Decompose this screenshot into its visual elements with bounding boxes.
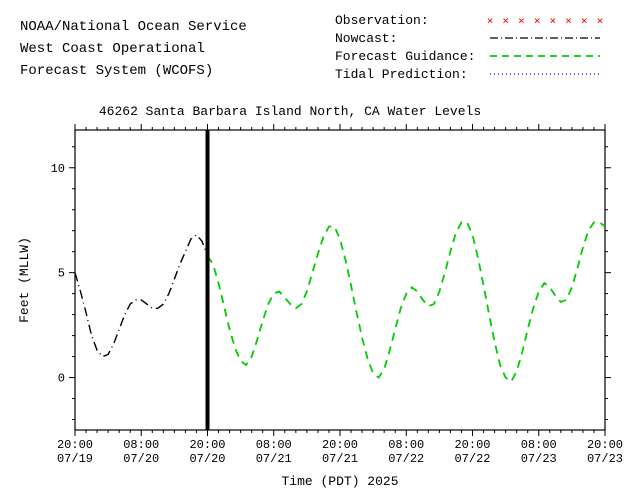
x-tick-label: 07/21: [322, 452, 358, 466]
y-tick-label: 10: [51, 162, 65, 176]
legend-sample: ×: [597, 14, 604, 27]
x-tick-label: 20:00: [322, 438, 358, 452]
x-tick-label: 07/20: [123, 452, 159, 466]
x-tick-label: 08:00: [123, 438, 159, 452]
y-tick-label: 5: [58, 267, 65, 281]
header-line2: West Coast Operational: [20, 41, 205, 57]
legend-label: Nowcast:: [335, 31, 397, 46]
plot-border: [75, 130, 605, 430]
y-tick-label: 0: [58, 372, 65, 386]
x-tick-label: 08:00: [388, 438, 424, 452]
legend-label: Tidal Prediction:: [335, 67, 468, 82]
water-level-chart: NOAA/National Ocean Service West Coast Op…: [0, 0, 630, 500]
legend-sample: ×: [502, 14, 509, 27]
forecast-line: [208, 222, 606, 381]
x-tick-label: 08:00: [521, 438, 557, 452]
x-tick-label: 07/22: [388, 452, 424, 466]
x-axis-label: Time (PDT) 2025: [281, 474, 398, 489]
x-tick-label: 07/22: [454, 452, 490, 466]
legend-sample: ×: [534, 14, 541, 27]
x-tick-label: 20:00: [587, 438, 623, 452]
legend-sample: ×: [581, 14, 588, 27]
x-tick-label: 07/23: [587, 452, 623, 466]
x-tick-label: 08:00: [256, 438, 292, 452]
x-tick-label: 07/21: [256, 452, 292, 466]
y-axis-label: Feet (MLLW): [17, 237, 32, 323]
x-tick-label: 07/20: [189, 452, 225, 466]
legend-label: Observation:: [335, 13, 429, 28]
x-tick-label: 20:00: [189, 438, 225, 452]
legend-label: Forecast Guidance:: [335, 49, 475, 64]
x-tick-label: 07/23: [521, 452, 557, 466]
legend-sample: ×: [550, 14, 557, 27]
x-tick-label: 20:00: [57, 438, 93, 452]
legend-sample: ×: [487, 14, 494, 27]
header-line1: NOAA/National Ocean Service: [20, 19, 247, 35]
header-line3: Forecast System (WCOFS): [20, 63, 213, 79]
legend-sample: ×: [518, 14, 525, 27]
x-tick-label: 20:00: [454, 438, 490, 452]
chart-container: NOAA/National Ocean Service West Coast Op…: [0, 0, 630, 500]
x-tick-label: 07/19: [57, 452, 93, 466]
legend-sample: ×: [565, 14, 572, 27]
nowcast-line: [75, 235, 208, 357]
chart-title: 46262 Santa Barbara Island North, CA Wat…: [99, 104, 481, 119]
